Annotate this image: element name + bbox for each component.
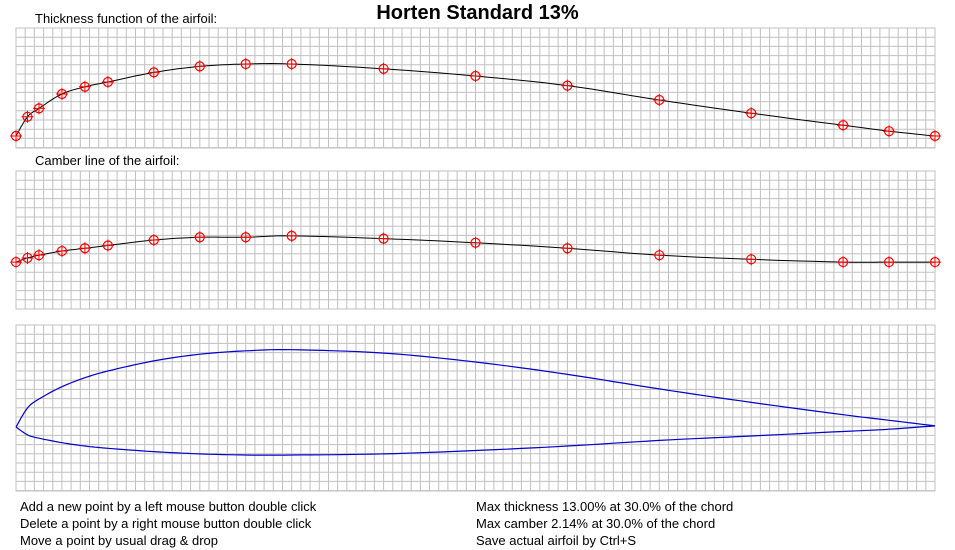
camber-grid [15, 170, 936, 310]
control-point[interactable] [653, 94, 666, 106]
hint-delete-point: Delete a point by a right mouse button d… [20, 516, 312, 531]
thickness-grid [15, 27, 936, 149]
control-point[interactable] [883, 125, 896, 138]
control-point[interactable] [193, 60, 206, 73]
max-camber-info: Max camber 2.14% at 30.0% of the chord [476, 516, 716, 531]
thickness-panel-label: Thickness function of the airfoil: [35, 11, 218, 26]
grid-lines [15, 324, 936, 492]
camber-control-points[interactable] [10, 229, 941, 269]
save-hint: Save actual airfoil by Ctrl+S [476, 533, 637, 548]
control-point[interactable] [10, 130, 22, 142]
control-point[interactable] [837, 256, 850, 269]
control-point[interactable] [147, 66, 160, 79]
control-point[interactable] [101, 76, 114, 88]
control-point[interactable] [239, 231, 252, 244]
control-point[interactable] [21, 110, 34, 123]
control-point[interactable] [883, 256, 896, 269]
control-point[interactable] [469, 236, 482, 249]
control-point[interactable] [239, 58, 252, 70]
control-point[interactable] [32, 249, 45, 262]
airfoil-grid [15, 324, 936, 492]
control-point[interactable] [21, 251, 34, 264]
grid-border [15, 324, 936, 492]
control-point[interactable] [193, 231, 206, 244]
control-point[interactable] [55, 88, 68, 100]
max-thickness-info: Max thickness 13.00% at 30.0% of the cho… [476, 499, 734, 514]
control-point[interactable] [377, 62, 390, 75]
grid-lines [15, 27, 936, 149]
control-point[interactable] [78, 80, 91, 93]
hint-add-point: Add a new point by a left mouse button d… [20, 499, 317, 514]
airfoil-shape [15, 349, 936, 456]
control-point[interactable] [147, 234, 160, 246]
control-point[interactable] [377, 232, 390, 245]
control-point[interactable] [929, 256, 941, 269]
grid-border [15, 27, 936, 149]
control-point[interactable] [101, 239, 114, 252]
camber-panel-label: Camber line of the airfoil: [35, 153, 180, 168]
control-point[interactable] [32, 102, 45, 115]
control-point[interactable] [561, 79, 574, 92]
control-point[interactable] [561, 242, 574, 255]
control-point[interactable] [929, 130, 941, 142]
control-point[interactable] [10, 256, 22, 269]
grid-border [15, 170, 936, 310]
control-point[interactable] [837, 119, 850, 132]
control-point[interactable] [653, 249, 666, 262]
control-point[interactable] [745, 253, 758, 266]
hint-move-point: Move a point by usual drag & drop [20, 533, 219, 548]
control-point[interactable] [285, 58, 298, 70]
control-point[interactable] [78, 242, 91, 255]
control-point[interactable] [745, 107, 758, 120]
thickness-control-points[interactable] [10, 58, 941, 142]
control-point[interactable] [55, 245, 68, 258]
control-point[interactable] [285, 229, 298, 242]
control-point[interactable] [469, 70, 482, 82]
page-title: Horten Standard 13% [376, 2, 579, 24]
